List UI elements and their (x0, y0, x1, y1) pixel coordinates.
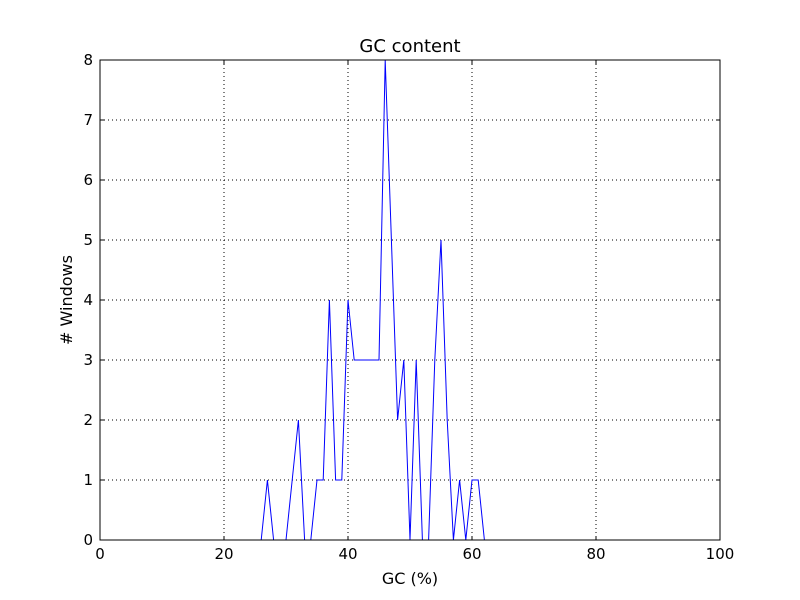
y-axis-label: # Windows (57, 255, 76, 345)
x-tick-label: 0 (95, 545, 105, 563)
series-layer (100, 59, 720, 541)
axis-ticks (99, 59, 721, 541)
y-tick-label: 6 (83, 171, 93, 189)
x-tick-label: 60 (462, 545, 481, 563)
x-tick-labels: 0 20 40 60 80 100 (95, 545, 734, 563)
series-line (100, 59, 720, 541)
y-tick-label: 1 (83, 471, 93, 489)
y-tick-label: 7 (83, 111, 93, 129)
y-tick-label: 0 (83, 531, 93, 549)
y-tick-label: 8 (83, 51, 93, 69)
chart-title: GC content (359, 36, 460, 57)
x-axis-label: GC (%) (382, 569, 438, 588)
y-tick-label: 5 (83, 231, 93, 249)
x-tick-label: 20 (214, 545, 233, 563)
x-tick-label: 40 (338, 545, 357, 563)
x-tick-label: 100 (706, 545, 735, 563)
y-tick-label: 2 (83, 411, 93, 429)
y-tick-labels: 0 1 2 3 4 5 6 7 8 (83, 51, 93, 549)
y-tick-label: 4 (83, 291, 93, 309)
x-tick-label: 80 (586, 545, 605, 563)
y-tick-label: 3 (83, 351, 93, 369)
